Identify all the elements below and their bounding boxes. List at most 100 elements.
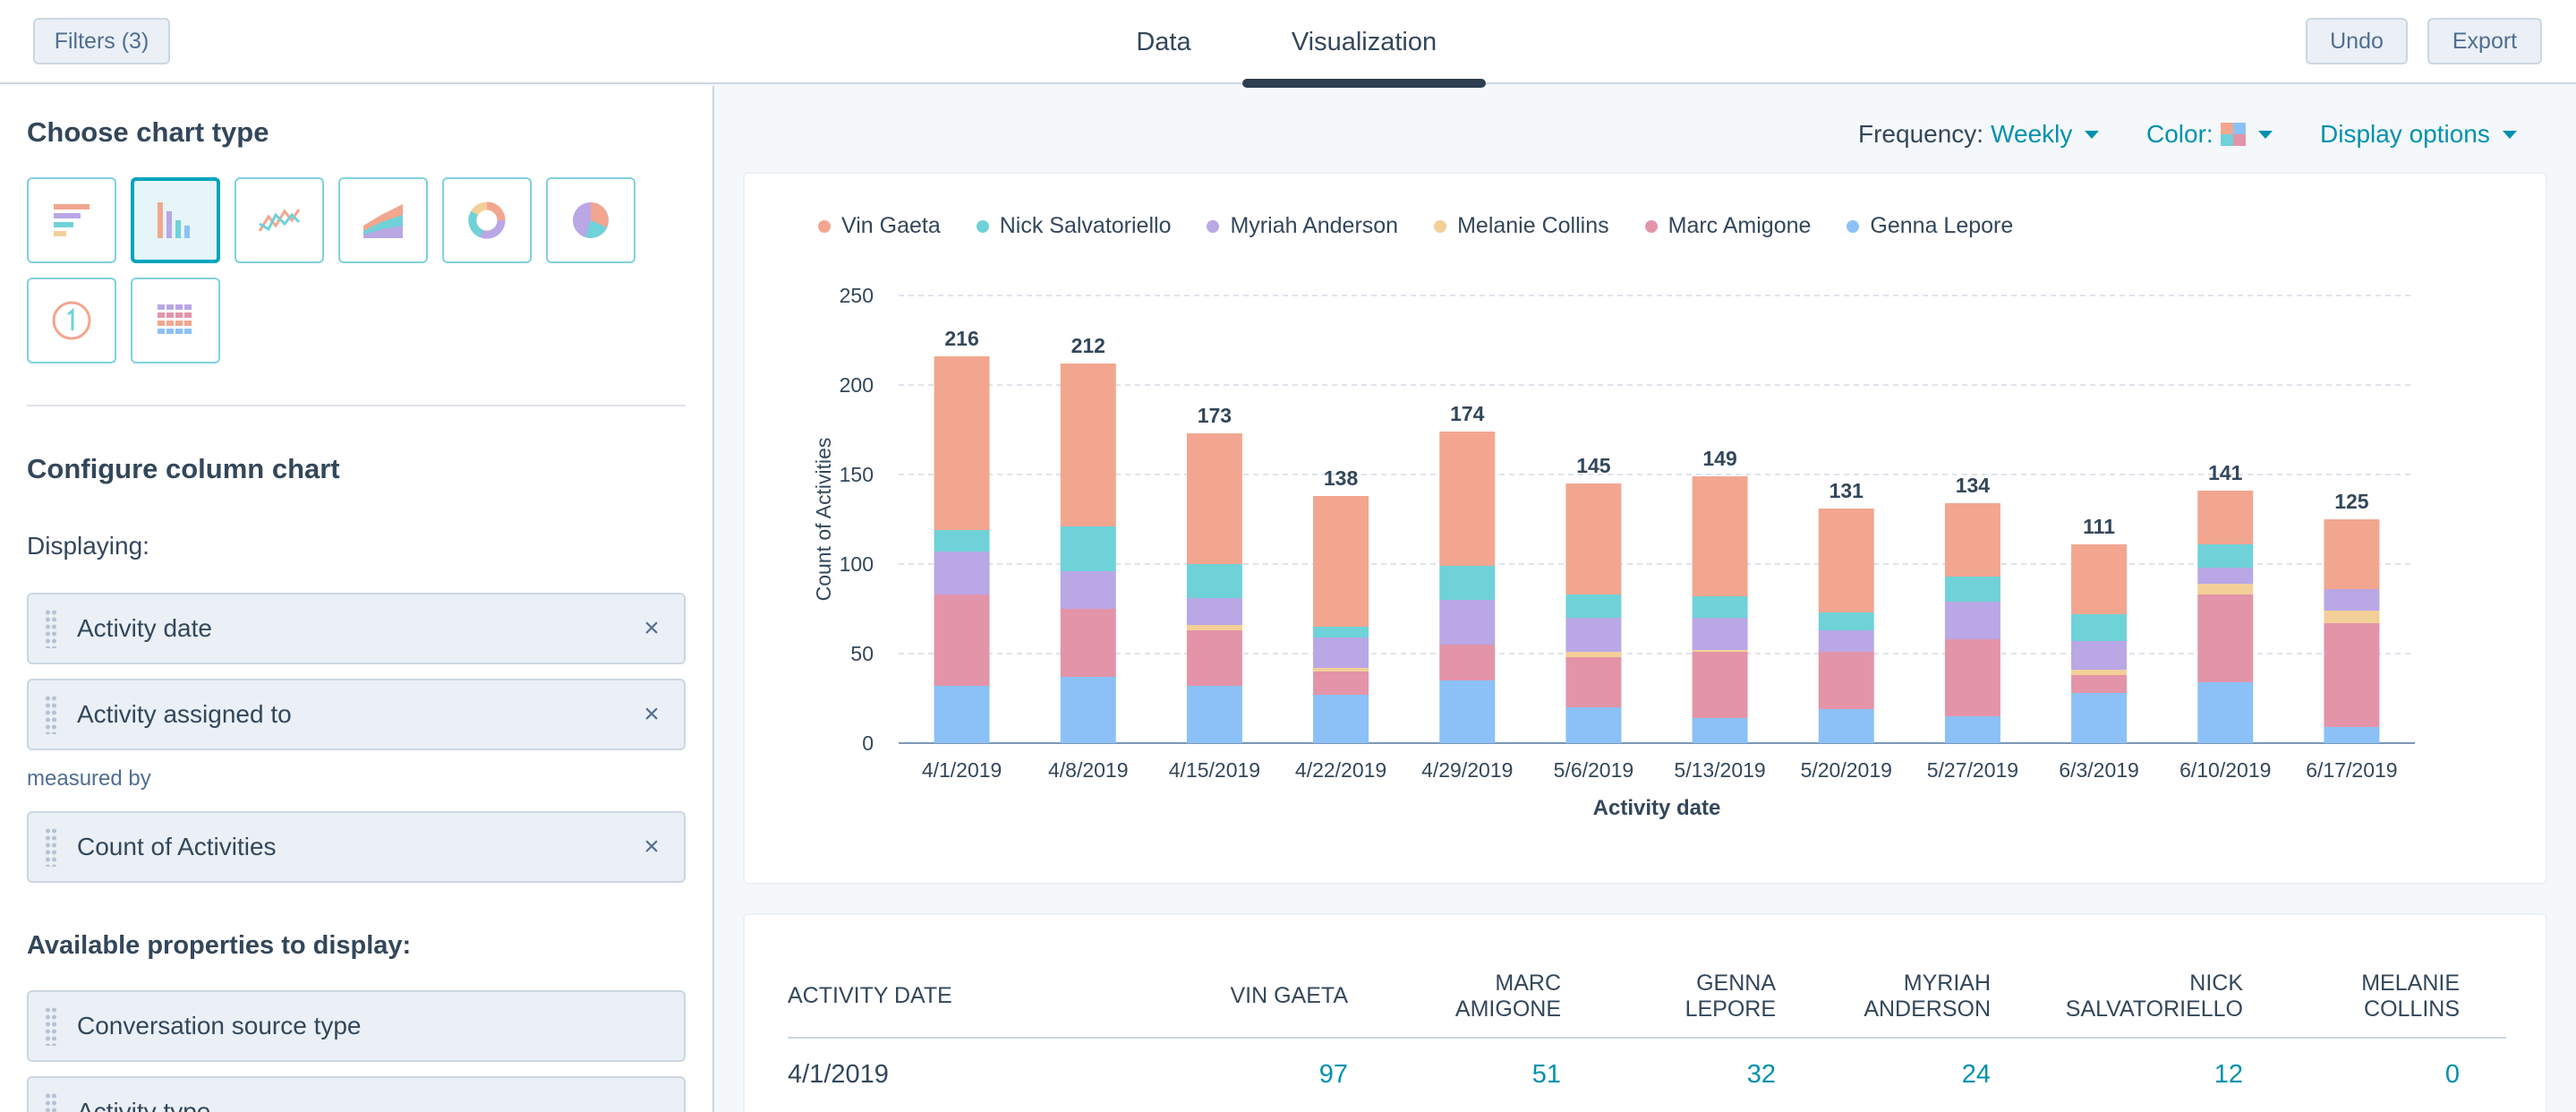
column-header[interactable]: VIN GAETA [1230, 983, 1348, 1009]
remove-icon[interactable]: × [644, 699, 660, 729]
legend-item[interactable]: Nick Salvatoriello [976, 213, 1171, 239]
table-cell-link[interactable]: 0 [2444, 1060, 2460, 1089]
table-cell-link[interactable]: 24 [1961, 1060, 1991, 1089]
column-header[interactable]: NICK SALVATORIELLO [2066, 971, 2243, 1022]
column-header[interactable]: ACTIVITY DATE [788, 983, 952, 1009]
chart-type-table[interactable] [131, 278, 220, 364]
chart-type-single-value[interactable] [27, 278, 116, 364]
frequency-value[interactable]: Weekly [1991, 120, 2073, 148]
undo-button[interactable]: Undo [2306, 18, 2408, 64]
chevron-down-icon[interactable] [2502, 130, 2517, 139]
bar-segment [2197, 544, 2254, 568]
x-tick-label: 6/10/2019 [2179, 758, 2271, 782]
bar-segment [1439, 600, 1496, 645]
available-property-activity-type[interactable]: Activity type [27, 1076, 686, 1112]
y-tick-label: 0 [862, 731, 874, 755]
bar-total-label: 134 [1956, 474, 1991, 497]
bar-segment [2071, 675, 2128, 693]
column-chart-icon [158, 202, 190, 238]
legend-swatch [1207, 219, 1220, 233]
legend-label: Genna Lepore [1870, 213, 2014, 238]
color-control[interactable]: Color: [2146, 115, 2273, 154]
filters-button[interactable]: Filters (3) [33, 18, 170, 64]
legend-item[interactable]: Melanie Collins [1434, 213, 1609, 239]
bar-total-label: 141 [2208, 461, 2243, 484]
column-header[interactable]: MARC AMIGONE [1455, 971, 1561, 1022]
bar-segment [934, 356, 990, 530]
chart-type-horizontal-bar[interactable] [27, 177, 116, 263]
drag-handle-icon[interactable] [45, 1006, 57, 1046]
column-header-text: MELANIE [2361, 971, 2460, 996]
chart-type-area[interactable] [338, 177, 428, 263]
bar-segment [2324, 623, 2380, 727]
bar-segment [1060, 364, 1116, 526]
bar-total-label: 212 [1071, 334, 1105, 357]
x-tick-label: 6/3/2019 [2059, 758, 2139, 782]
bar-segment [1818, 630, 1874, 652]
table-cell-link[interactable]: 51 [1531, 1060, 1561, 1089]
legend-item[interactable]: Vin Gaeta [818, 213, 941, 239]
legend-item[interactable]: Marc Amigone [1644, 213, 1811, 239]
bar-segment [2197, 568, 2254, 584]
area-chart-icon [363, 204, 403, 238]
chevron-down-icon[interactable] [2257, 130, 2273, 139]
remove-icon[interactable]: × [644, 613, 660, 643]
displaying-property-activity-date[interactable]: Activity date × [27, 593, 686, 664]
drag-handle-icon[interactable] [45, 1092, 57, 1112]
chart-type-line[interactable] [235, 177, 324, 263]
column-header-text: GENNA [1696, 971, 1776, 996]
measure-property-count-of-activities[interactable]: Count of Activities × [27, 811, 686, 883]
bar-segment [1060, 609, 1116, 677]
bar-segment [2324, 589, 2380, 611]
chart-type-pie[interactable] [546, 177, 635, 263]
legend-swatch [1847, 219, 1860, 233]
measured-by-label: measured by [27, 766, 151, 791]
y-tick-label: 100 [840, 552, 874, 576]
bar-segment [1313, 668, 1369, 671]
column-header-text: ANDERSON [1864, 997, 1991, 1022]
drag-handle-icon[interactable] [45, 695, 57, 734]
export-button[interactable]: Export [2427, 18, 2542, 64]
chevron-down-icon[interactable] [2085, 130, 2100, 139]
bar-segment [2197, 584, 2254, 594]
frequency-control[interactable]: Frequency: Weekly [1858, 115, 2100, 154]
bar-segment [1186, 686, 1242, 743]
display-options-control[interactable]: Display options [2320, 115, 2517, 154]
column-header[interactable]: GENNA LEPORE [1685, 971, 1776, 1022]
bar-segment [1313, 627, 1369, 637]
bar-segment [1818, 509, 1874, 612]
choose-chart-type-heading: Choose chart type [27, 116, 269, 148]
color-palette-icon[interactable] [2220, 123, 2246, 146]
table-cell-link[interactable]: 32 [1746, 1060, 1776, 1089]
configure-heading: Configure column chart [27, 453, 340, 484]
bar-segment [1565, 652, 1622, 657]
active-tab-indicator [1242, 79, 1486, 88]
table-cell-link[interactable]: 12 [2213, 1060, 2243, 1089]
bar-segment [1944, 716, 2000, 743]
remove-icon[interactable]: × [644, 832, 660, 861]
drag-handle-icon[interactable] [45, 609, 57, 648]
bar-segment [1313, 496, 1369, 627]
legend-item[interactable]: Genna Lepore [1847, 213, 2013, 239]
display-options-label[interactable]: Display options [2320, 120, 2490, 148]
column-header[interactable]: MYRIAH ANDERSON [1864, 971, 1991, 1022]
chart-type-column[interactable] [131, 177, 220, 263]
bar-segment [1818, 612, 1874, 630]
available-property-conversation-source-type[interactable]: Conversation source type [27, 990, 686, 1062]
tab-visualization[interactable]: Visualization [1291, 27, 1437, 56]
legend-item[interactable]: Myriah Anderson [1207, 213, 1398, 239]
displaying-property-activity-assigned-to[interactable]: Activity assigned to × [27, 679, 686, 750]
x-tick-label: 5/13/2019 [1674, 758, 1765, 782]
bar-segment [2197, 594, 2254, 682]
tab-data[interactable]: Data [1136, 27, 1191, 56]
bar-total-label: 131 [1830, 479, 1864, 502]
drag-handle-icon[interactable] [45, 827, 57, 867]
bar-segment [1944, 577, 2000, 602]
column-header[interactable]: MELANIE COLLINS [2361, 971, 2460, 1022]
horizontal-bar-chart-icon [54, 204, 90, 236]
bar-segment [1186, 625, 1242, 630]
chart-type-donut[interactable] [442, 177, 532, 263]
legend-swatch [1644, 219, 1658, 233]
y-axis-title: Count of Activities [812, 438, 835, 602]
table-cell-link[interactable]: 97 [1318, 1060, 1348, 1089]
